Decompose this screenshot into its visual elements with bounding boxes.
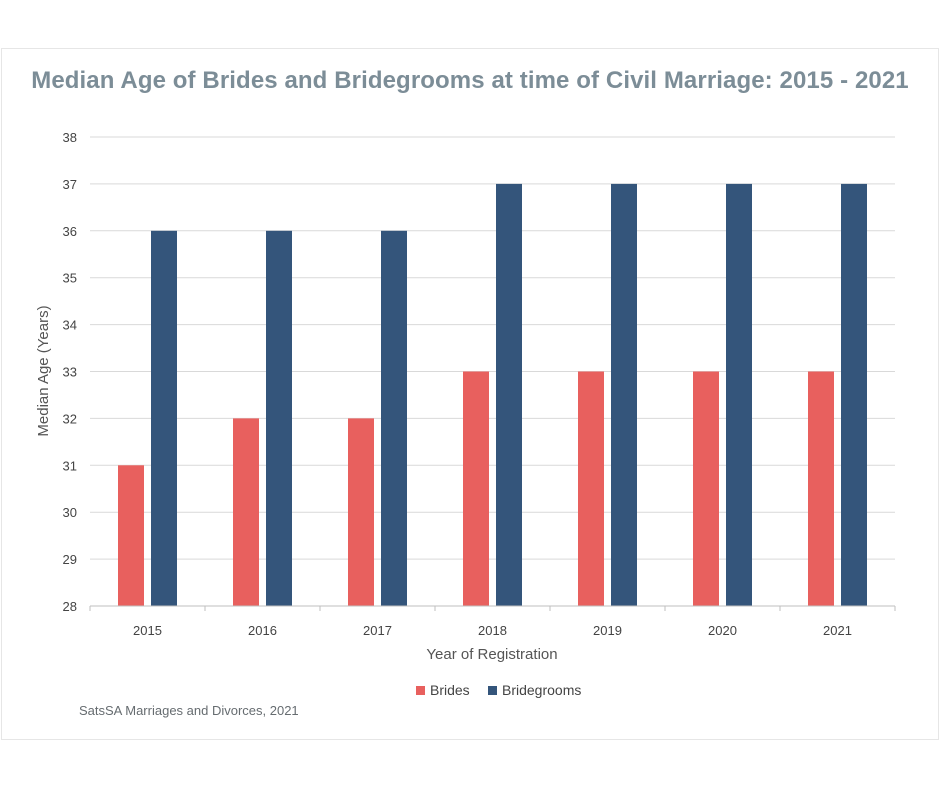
- bar-bridegrooms-2019: [611, 183, 637, 606]
- x-tick-label: 2020: [708, 623, 737, 638]
- x-tick-label: 2016: [248, 623, 277, 638]
- legend-label-bridegrooms: Bridegrooms: [502, 682, 581, 698]
- legend-label-brides: Brides: [430, 682, 470, 698]
- bar-brides-2020: [693, 371, 719, 606]
- source-note: SatsSA Marriages and Divorces, 2021: [79, 703, 299, 718]
- bar-brides-2021: [808, 371, 834, 606]
- x-tick-label: 2018: [478, 623, 507, 638]
- y-tick-label: 28: [63, 599, 77, 614]
- x-tick-label: 2015: [133, 623, 162, 638]
- bar-brides-2016: [233, 418, 259, 606]
- bar-brides-2019: [578, 371, 604, 606]
- y-tick-label: 31: [63, 458, 77, 473]
- bar-bridegrooms-2015: [151, 230, 177, 607]
- bar-brides-2015: [118, 465, 144, 606]
- bar-brides-2017: [348, 418, 374, 606]
- y-tick-label: 32: [63, 411, 77, 426]
- axes: 28 29 30 31 32 33 34 35 36 37 38 2015 2016 2017 2018 20…: [63, 130, 896, 638]
- y-axis-label: Median Age (Years): [35, 305, 52, 436]
- y-tick-label: 37: [63, 177, 77, 192]
- y-tick-label: 29: [63, 552, 77, 567]
- bar-bridegrooms-2017: [381, 230, 407, 607]
- legend-swatch-brides: [416, 686, 425, 695]
- y-tick-label: 36: [63, 224, 77, 239]
- gridlines: [90, 136, 895, 560]
- y-tick-label: 38: [63, 130, 77, 145]
- bar-brides-2018: [463, 371, 489, 606]
- y-tick-label: 35: [63, 271, 77, 286]
- bar-bridegrooms-2016: [266, 230, 292, 607]
- bars: [118, 183, 867, 607]
- x-tick-label: 2021: [823, 623, 852, 638]
- y-tick-label: 30: [63, 505, 77, 520]
- x-tick-label: 2019: [593, 623, 622, 638]
- x-tick-label: 2017: [363, 623, 392, 638]
- bar-bridegrooms-2021: [841, 183, 867, 606]
- legend-swatch-bridegrooms: [488, 686, 497, 695]
- y-tick-label: 33: [63, 365, 77, 380]
- bar-bridegrooms-2018: [496, 183, 522, 606]
- y-tick-label: 34: [63, 318, 77, 333]
- legend: Brides Bridegrooms: [416, 682, 581, 698]
- chart-title: Median Age of Brides and Bridegrooms at …: [31, 67, 909, 94]
- x-axis-label: Year of Registration: [426, 646, 557, 663]
- bar-bridegrooms-2020: [726, 183, 752, 606]
